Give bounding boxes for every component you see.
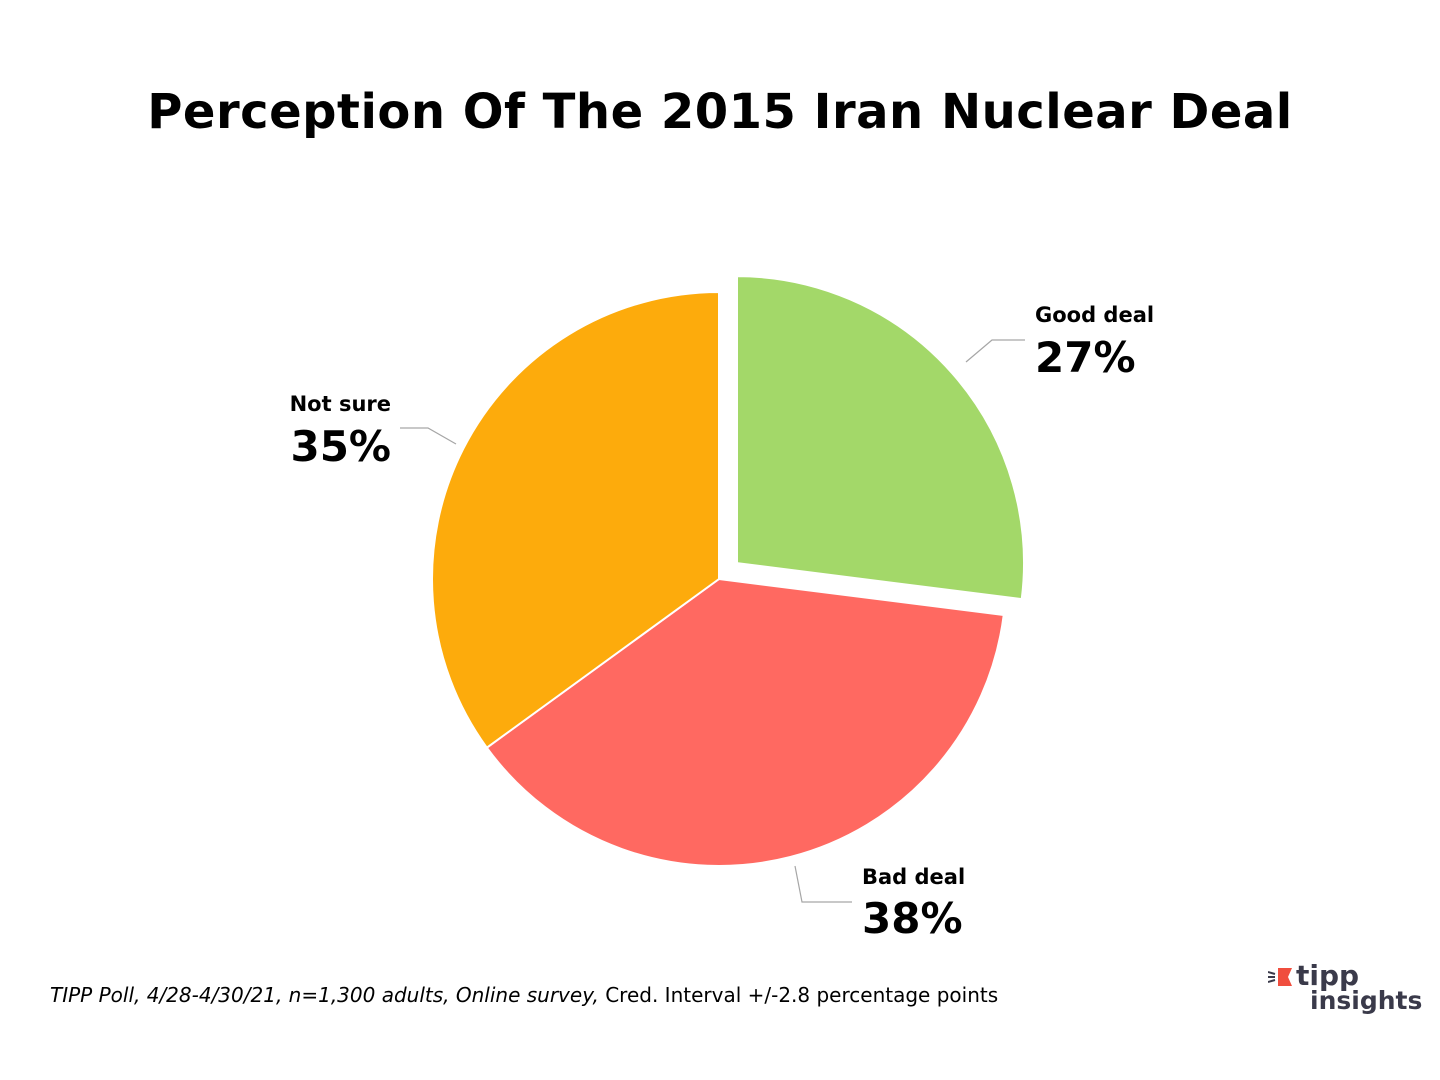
leader-lines [400, 339, 1025, 903]
pie-slice-bad-deal [485, 577, 1005, 867]
slice-label-name: Bad deal [862, 865, 965, 889]
source-footnote: TIPP Poll, 4/28-4/30/21, n=1,300 adults,… [50, 983, 998, 1007]
slice-label-name: Good deal [1035, 303, 1154, 327]
footnote-source: TIPP Poll, 4/28-4/30/21, n=1,300 adults,… [50, 983, 599, 1007]
slice-label-value: 35% [290, 422, 391, 471]
logo-text-insights: insights [1310, 986, 1423, 1015]
logo-text-tipp: tipp [1296, 959, 1360, 992]
slice-label-value: 38% [862, 894, 963, 943]
pie-slice-not-sure [431, 290, 720, 750]
slice-label-name: Not sure [290, 392, 391, 416]
leader-line [965, 339, 1025, 363]
leader-line [794, 865, 852, 903]
logo-mark-icon [1268, 968, 1292, 986]
footnote-interval: Cred. Interval +/-2.8 percentage points [598, 983, 999, 1007]
leader-line [400, 427, 457, 445]
pie-slice-good-deal [736, 275, 1025, 601]
pie-slices [431, 275, 1025, 867]
chart-title: Perception Of The 2015 Iran Nuclear Deal [147, 84, 1293, 140]
slice-labels: Good deal 27% Bad deal 38% Not sure 35% [290, 303, 1155, 943]
slice-label-value: 27% [1035, 333, 1136, 382]
tipp-insights-logo: tipp insights [1268, 962, 1428, 1022]
